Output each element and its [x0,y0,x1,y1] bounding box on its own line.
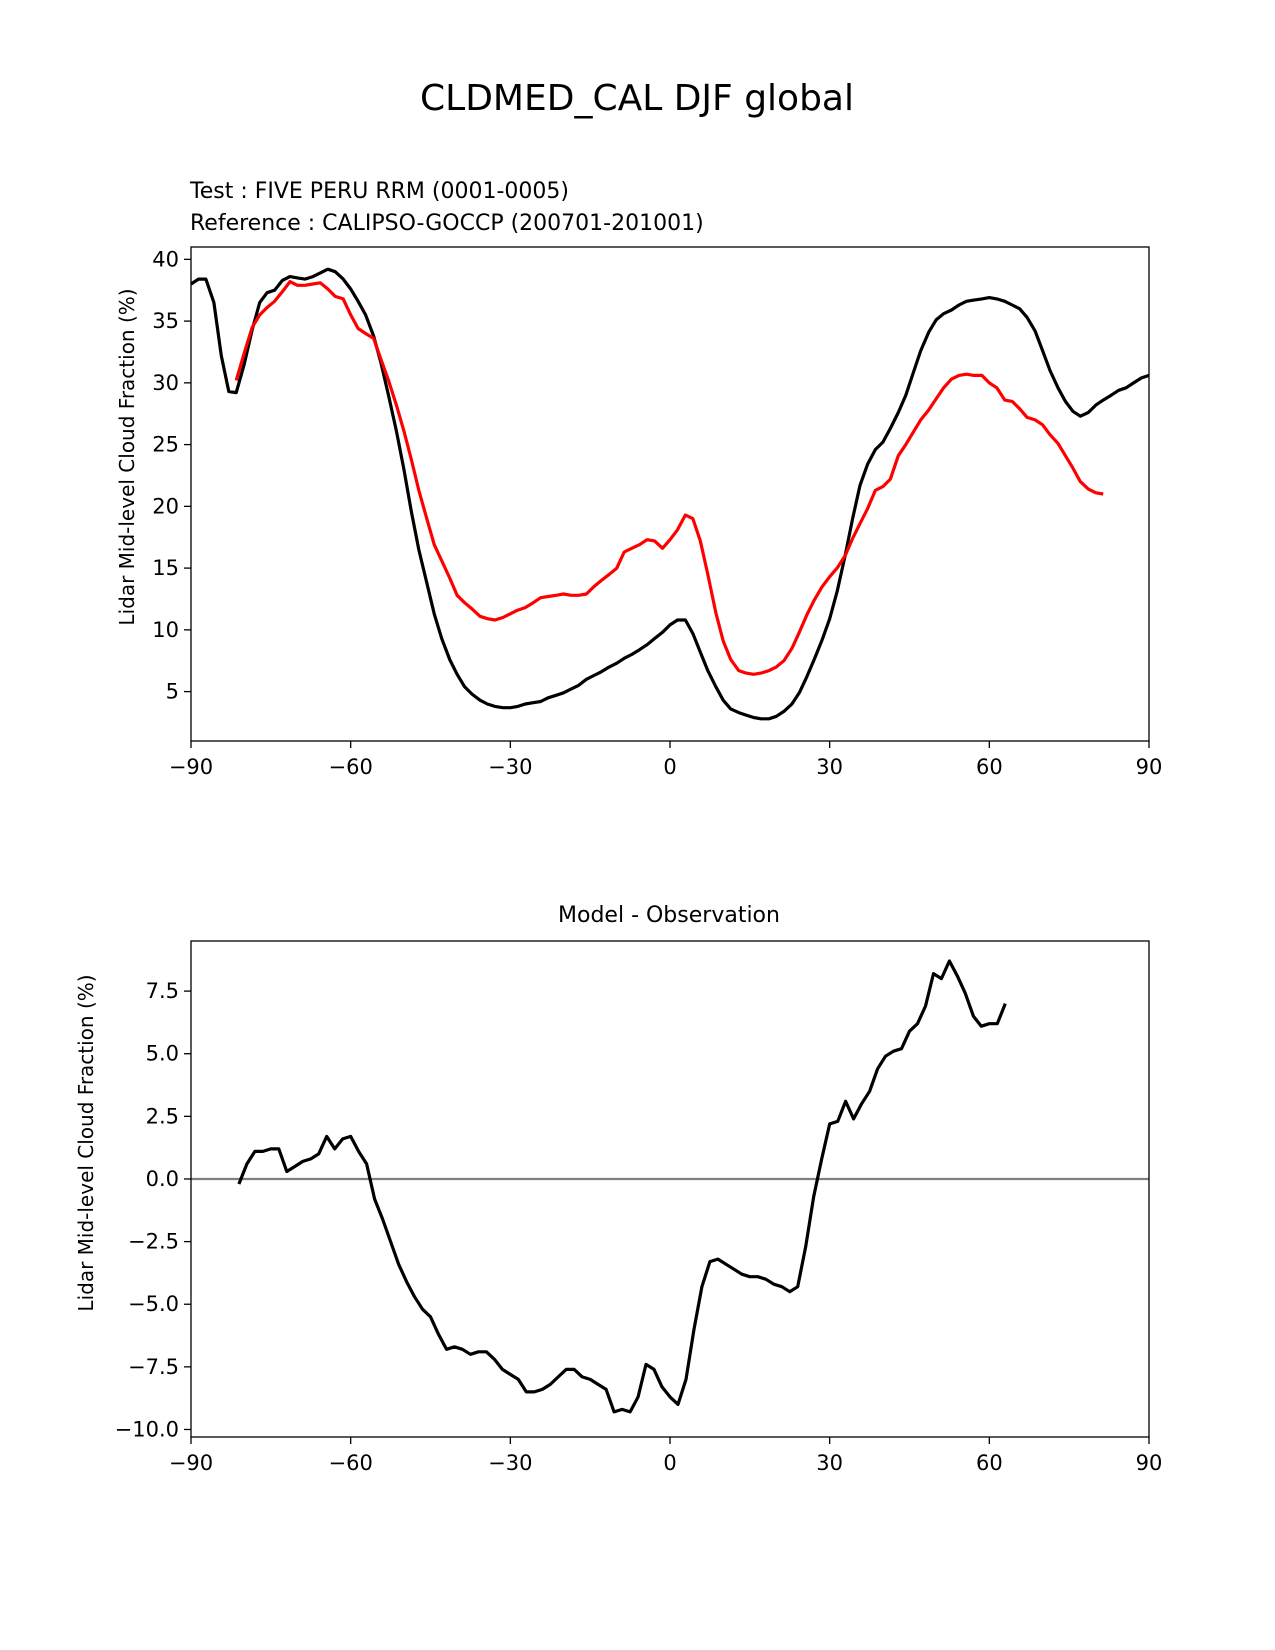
x-tick-label: −90 [169,1451,213,1475]
bottom-plot-area: −90 −60 −30 0 30 60 90 −10.0 −7.5 −5.0 −2.5 0.0 2.5 5… [115,940,1163,1475]
x-tick-label: 90 [1136,755,1163,779]
y-tick-label: 5.0 [146,1042,179,1066]
reference-label: Reference : CALIPSO-GOCCP (200701-201001… [190,211,704,236]
x-tick-label: 0 [663,755,676,779]
y-tick-label: 25 [152,433,179,457]
x-tick-label: 90 [1136,1451,1163,1475]
y-tick-label: 0.0 [146,1167,179,1191]
x-tick-label: −30 [488,755,532,779]
y-tick-label: 40 [152,247,179,271]
y-tick-label: 10 [152,618,179,642]
figure-title: CLDMED_CAL DJF global [420,78,854,119]
y-tick-label: 30 [152,371,179,395]
plot-frame [190,940,1150,1438]
series-line-difference [237,959,1007,1414]
top-y-axis-label: Lidar Mid-level Cloud Fraction (%) [115,288,139,625]
x-tick-label: 0 [663,1451,676,1475]
y-tick-label: 5 [166,680,179,704]
x-tick-label: −90 [169,755,213,779]
y-tick-label: 15 [152,556,179,580]
x-tick-label: −30 [488,1451,532,1475]
top-plot-area: −90 −60 −30 0 30 60 90 5 10 15 20 25 30 35 40 [152,246,1163,779]
bottom-y-axis-label: Lidar Mid-level Cloud Fraction (%) [74,974,98,1311]
y-tick-label: 7.5 [146,979,179,1003]
y-tick-label: −7.5 [128,1355,179,1379]
y-tick-label: 2.5 [146,1104,179,1128]
y-tick-label: 35 [152,309,179,333]
x-tick-label: 30 [816,755,843,779]
y-tick-label: −10.0 [115,1417,179,1441]
y-tick-label: −5.0 [128,1292,179,1316]
x-tick-label: 30 [816,1451,843,1475]
series-line-reference [234,280,1104,676]
x-tick-label: 60 [976,1451,1003,1475]
y-tick-label: 20 [152,494,179,518]
test-label: Test : FIVE PERU RRM (0001-0005) [189,179,569,204]
bottom-panel-title: Model - Observation [558,903,780,928]
plot-frame [190,246,1150,742]
series-line-test [190,267,1150,721]
x-tick-label: 60 [976,755,1003,779]
x-tick-label: −60 [329,755,373,779]
bottom-panel: Model - Observation −90 −60 −30 0 30 60 90 −10.… [74,903,1162,1475]
top-panel: Test : FIVE PERU RRM (0001-0005) Referen… [115,179,1162,779]
y-tick-label: −2.5 [128,1230,179,1254]
x-tick-label: −60 [329,1451,373,1475]
